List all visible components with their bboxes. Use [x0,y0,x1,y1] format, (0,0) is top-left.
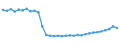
marker [10,8,13,11]
marker [100,30,103,33]
marker [2,9,5,12]
marker [37,11,40,14]
marker [108,28,111,31]
marker [112,25,115,28]
marker [57,34,60,37]
marker [29,10,32,13]
marker [104,29,107,32]
series-line [3,9,117,36]
marker [96,31,99,34]
marker [13,10,16,13]
marker [65,34,68,37]
marker [6,10,9,13]
marker [72,34,75,37]
marker [41,25,44,28]
marker [33,10,36,13]
marker [76,34,79,37]
marker [49,34,52,37]
marker [80,34,83,37]
chart [0,0,120,45]
marker [53,35,56,38]
marker [45,34,48,37]
marker [61,35,64,38]
plot [2,8,119,38]
marker [69,34,72,37]
marker [25,8,28,11]
marker [88,32,91,35]
marker [17,8,20,11]
marker [116,27,119,30]
marker [84,33,87,36]
marker [21,9,24,12]
marker [92,31,95,34]
